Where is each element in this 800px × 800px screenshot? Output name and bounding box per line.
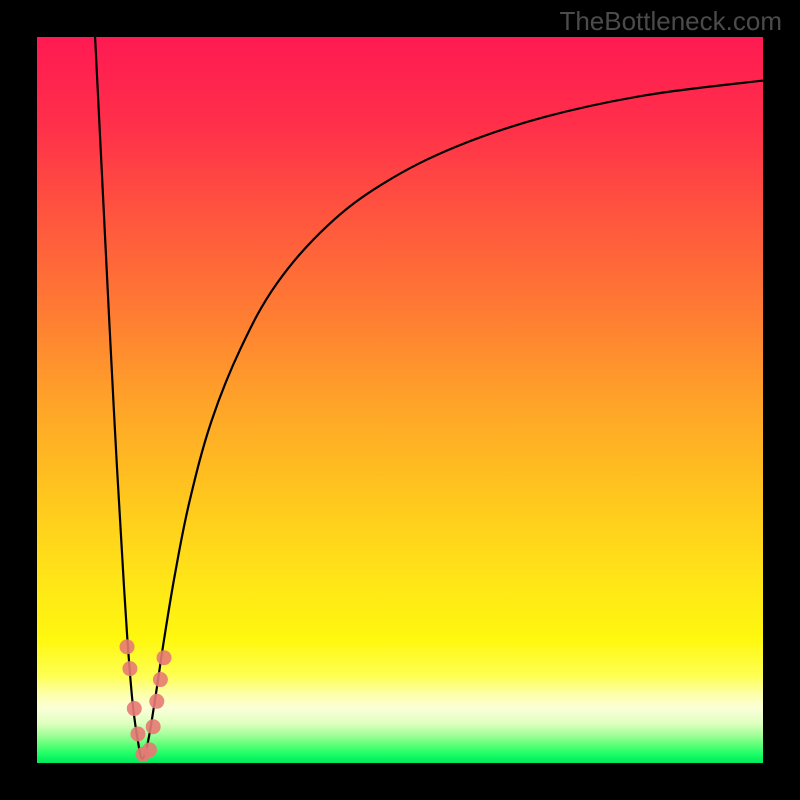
data-point xyxy=(149,694,164,709)
data-point xyxy=(120,639,135,654)
plot-area xyxy=(37,37,763,763)
watermark-text: TheBottleneck.com xyxy=(559,6,782,37)
data-point xyxy=(122,661,137,676)
data-point xyxy=(146,719,161,734)
data-point xyxy=(130,726,145,741)
gradient-background xyxy=(37,37,763,763)
data-point xyxy=(153,672,168,687)
chart-container: TheBottleneck.com xyxy=(0,0,800,800)
data-point xyxy=(142,742,157,757)
data-point xyxy=(157,650,172,665)
data-point xyxy=(127,701,142,716)
bottleneck-chart xyxy=(0,0,800,800)
